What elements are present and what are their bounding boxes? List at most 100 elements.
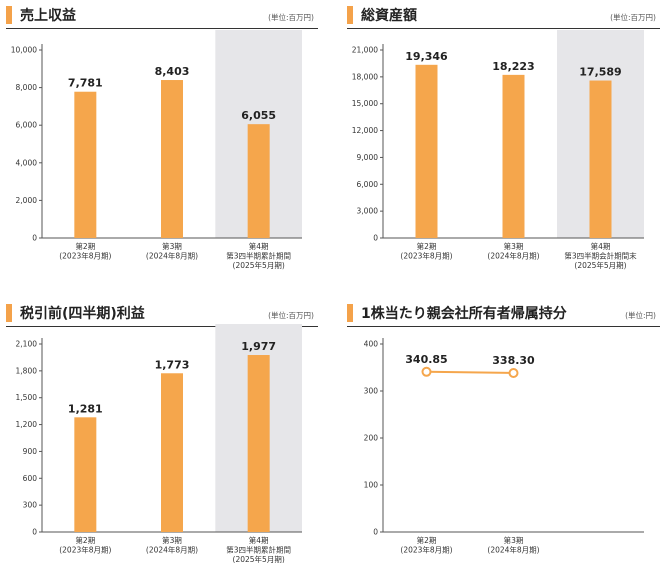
revenue-bar-chart: 0 2,000 4,000 6,000 8,000 10,000 第2期(2023年8月期)…: [11, 30, 302, 270]
x-tick-label: (2024年8月期): [146, 545, 198, 555]
data-label: 19,346: [405, 50, 448, 63]
y-tick-label: 1,500: [16, 393, 38, 402]
x-tick-label: 第3期: [504, 241, 524, 251]
y-tick-label: 200: [364, 434, 379, 443]
y-tick-label: 6,000: [357, 180, 379, 189]
y-tick-label: 2,000: [16, 196, 38, 205]
x-tick-label: (2024年8月期): [146, 251, 198, 261]
y-tick-label: 3,000: [357, 207, 379, 216]
x-tick-label: 第3期: [162, 535, 182, 545]
header-accent: [347, 304, 353, 322]
y-tick-label: 0: [32, 234, 37, 243]
chart-unit: (単位:円): [625, 311, 656, 320]
x-tick-label: (2023年8月期): [59, 545, 111, 555]
bar: [74, 417, 97, 532]
chart-title: 総資産額: [361, 8, 417, 24]
y-tick-label: 21,000: [352, 46, 378, 55]
y-tick-label: 900: [23, 447, 38, 456]
header-rule: [347, 28, 660, 29]
data-label: 8,403: [155, 65, 190, 78]
y-tick-label: 15,000: [352, 99, 378, 108]
header-rule: [347, 326, 660, 327]
data-label: 17,589: [579, 66, 621, 79]
chart-title: 売上収益: [20, 8, 76, 24]
y-tick-label: 1,200: [16, 420, 38, 429]
x-tick-label: 第3四半期累計期間: [226, 545, 291, 555]
x-tick-label: (2023年8月期): [400, 251, 452, 261]
x-tick-label: 第3期: [504, 535, 524, 545]
x-tick-label: 第4期: [249, 241, 269, 251]
y-tick-label: 0: [373, 528, 378, 537]
data-label: 6,055: [241, 109, 276, 122]
data-label: 338.30: [492, 354, 535, 367]
equity-per-share-line-chart: 0 100 200 300 400 第2期(2023年8月期) 第3期(2024年8月期) 3…: [364, 338, 644, 555]
chart-header: 総資産額 (単位:百万円): [347, 4, 660, 30]
header-rule: [6, 28, 318, 29]
chart-unit: (単位:百万円): [268, 311, 314, 320]
bar: [247, 124, 270, 238]
chart-header: 税引前(四半期)利益 (単位:百万円): [6, 302, 318, 328]
chart-unit: (単位:百万円): [268, 13, 314, 22]
chart-panel-pretax-profit: 税引前(四半期)利益 (単位:百万円) 0 300 600 900 1,200 1,500…: [6, 302, 318, 563]
y-tick-label: 0: [32, 528, 37, 537]
x-tick-label: (2023年8月期): [400, 545, 452, 555]
y-tick-label: 12,000: [352, 126, 378, 135]
data-point: [421, 366, 432, 377]
y-tick-label: 10,000: [11, 46, 37, 55]
y-tick-label: 2,100: [16, 340, 38, 349]
data-label: 18,223: [492, 60, 534, 73]
x-tick-label: 第2期: [417, 535, 437, 545]
x-tick-label: 第2期: [417, 241, 437, 251]
chart-header: 1株当たり親会社所有者帰属持分 (単位:円): [347, 302, 660, 328]
y-tick-label: 300: [364, 387, 379, 396]
x-tick-label: 第3四半期累計期間: [226, 251, 291, 261]
chart-unit: (単位:百万円): [610, 13, 656, 22]
x-tick-label: 第3期: [162, 241, 182, 251]
header-accent: [6, 304, 12, 322]
x-tick-label: 第3四半期会計期間末: [564, 251, 637, 261]
chart-title: 税引前(四半期)利益: [20, 306, 145, 322]
x-tick-label: (2023年8月期): [59, 251, 111, 261]
y-tick-label: 1,800: [16, 366, 38, 375]
y-tick-label: 9,000: [357, 153, 379, 162]
header-accent: [347, 6, 353, 24]
bar: [415, 64, 438, 238]
x-tick-label: (2025年5月期): [574, 260, 626, 270]
data-label: 1,281: [68, 402, 103, 415]
x-tick-label: (2024年8月期): [487, 251, 539, 261]
total-assets-bar-chart: 0 3,000 6,000 9,000 12,000 15,000 18,000 21,000…: [352, 30, 644, 270]
chart-title: 1株当たり親会社所有者帰属持分: [361, 306, 567, 322]
bar: [502, 74, 525, 238]
y-tick-label: 4,000: [16, 158, 38, 167]
y-tick-label: 400: [364, 340, 379, 349]
chart-panel-equity-per-share: 1株当たり親会社所有者帰属持分 (単位:円) 0 100 200 300 400 第2期(…: [347, 302, 660, 563]
data-label: 1,977: [241, 340, 276, 353]
header-accent: [6, 6, 12, 24]
bar: [247, 355, 270, 532]
y-tick-label: 300: [23, 501, 38, 510]
y-tick-label: 600: [23, 474, 38, 483]
x-tick-label: (2024年8月期): [487, 545, 539, 555]
y-tick-label: 8,000: [16, 83, 38, 92]
bar: [589, 80, 612, 239]
bar: [161, 80, 183, 239]
chart-panel-revenue: 売上収益 (単位:百万円) 0 2,000 4,000 6,000 8,000 10,00…: [6, 4, 318, 276]
x-tick-label: (2025年5月期): [233, 260, 285, 270]
chart-header: 売上収益 (単位:百万円): [6, 4, 318, 30]
x-tick-label: (2025年5月期): [233, 554, 285, 563]
series-line: [426, 370, 514, 374]
x-tick-label: 第2期: [75, 535, 95, 545]
header-rule: [6, 326, 318, 327]
x-tick-label: 第4期: [249, 535, 269, 545]
y-tick-label: 18,000: [352, 72, 378, 81]
x-tick-label: 第2期: [75, 241, 95, 251]
chart-panel-total-assets: 総資産額 (単位:百万円) 0 3,000 6,000 9,000 12,000 15,0…: [347, 4, 660, 276]
bar: [74, 91, 97, 239]
data-label: 1,773: [155, 358, 190, 371]
y-tick-label: 100: [364, 481, 379, 490]
data-label: 340.85: [405, 353, 447, 366]
data-point: [508, 367, 519, 378]
bar: [161, 373, 183, 532]
y-tick-label: 6,000: [16, 121, 38, 130]
pretax-profit-bar-chart: 0 300 600 900 1,200 1,500 1,800 2,100 第2期(2023年8…: [16, 324, 302, 563]
